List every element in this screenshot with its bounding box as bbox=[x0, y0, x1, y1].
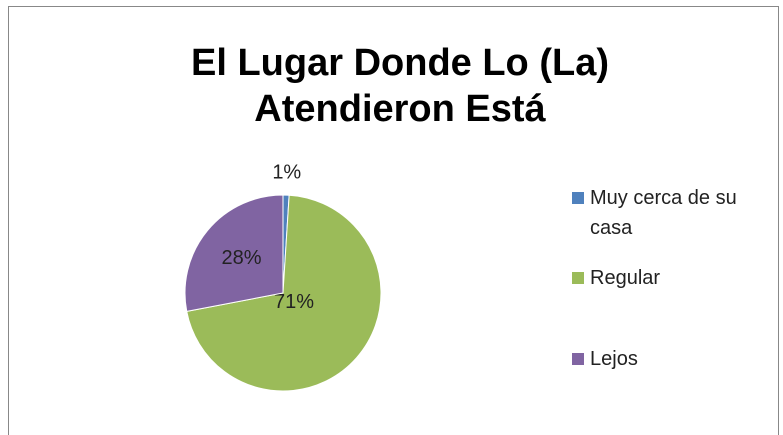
legend-label: Muy cerca de su casa bbox=[590, 187, 737, 239]
legend-swatch bbox=[572, 353, 584, 365]
data-label: 71% bbox=[274, 291, 314, 313]
data-label: 1% bbox=[272, 161, 301, 183]
chart-title: El Lugar Donde Lo (La) Atendieron Está bbox=[191, 42, 609, 130]
legend-item: Lejos bbox=[572, 344, 780, 374]
legend-label: Regular bbox=[590, 267, 661, 289]
legend-swatch bbox=[572, 192, 584, 204]
legend-item: Muy cerca de su casa bbox=[572, 183, 780, 243]
chart-frame bbox=[8, 6, 779, 435]
legend-item: Regular bbox=[572, 263, 780, 293]
pie-slice bbox=[186, 194, 382, 392]
pie-slice bbox=[184, 194, 284, 312]
legend-swatch bbox=[572, 272, 584, 284]
data-label: 28% bbox=[221, 247, 261, 269]
legend-label: Lejos bbox=[590, 348, 638, 370]
